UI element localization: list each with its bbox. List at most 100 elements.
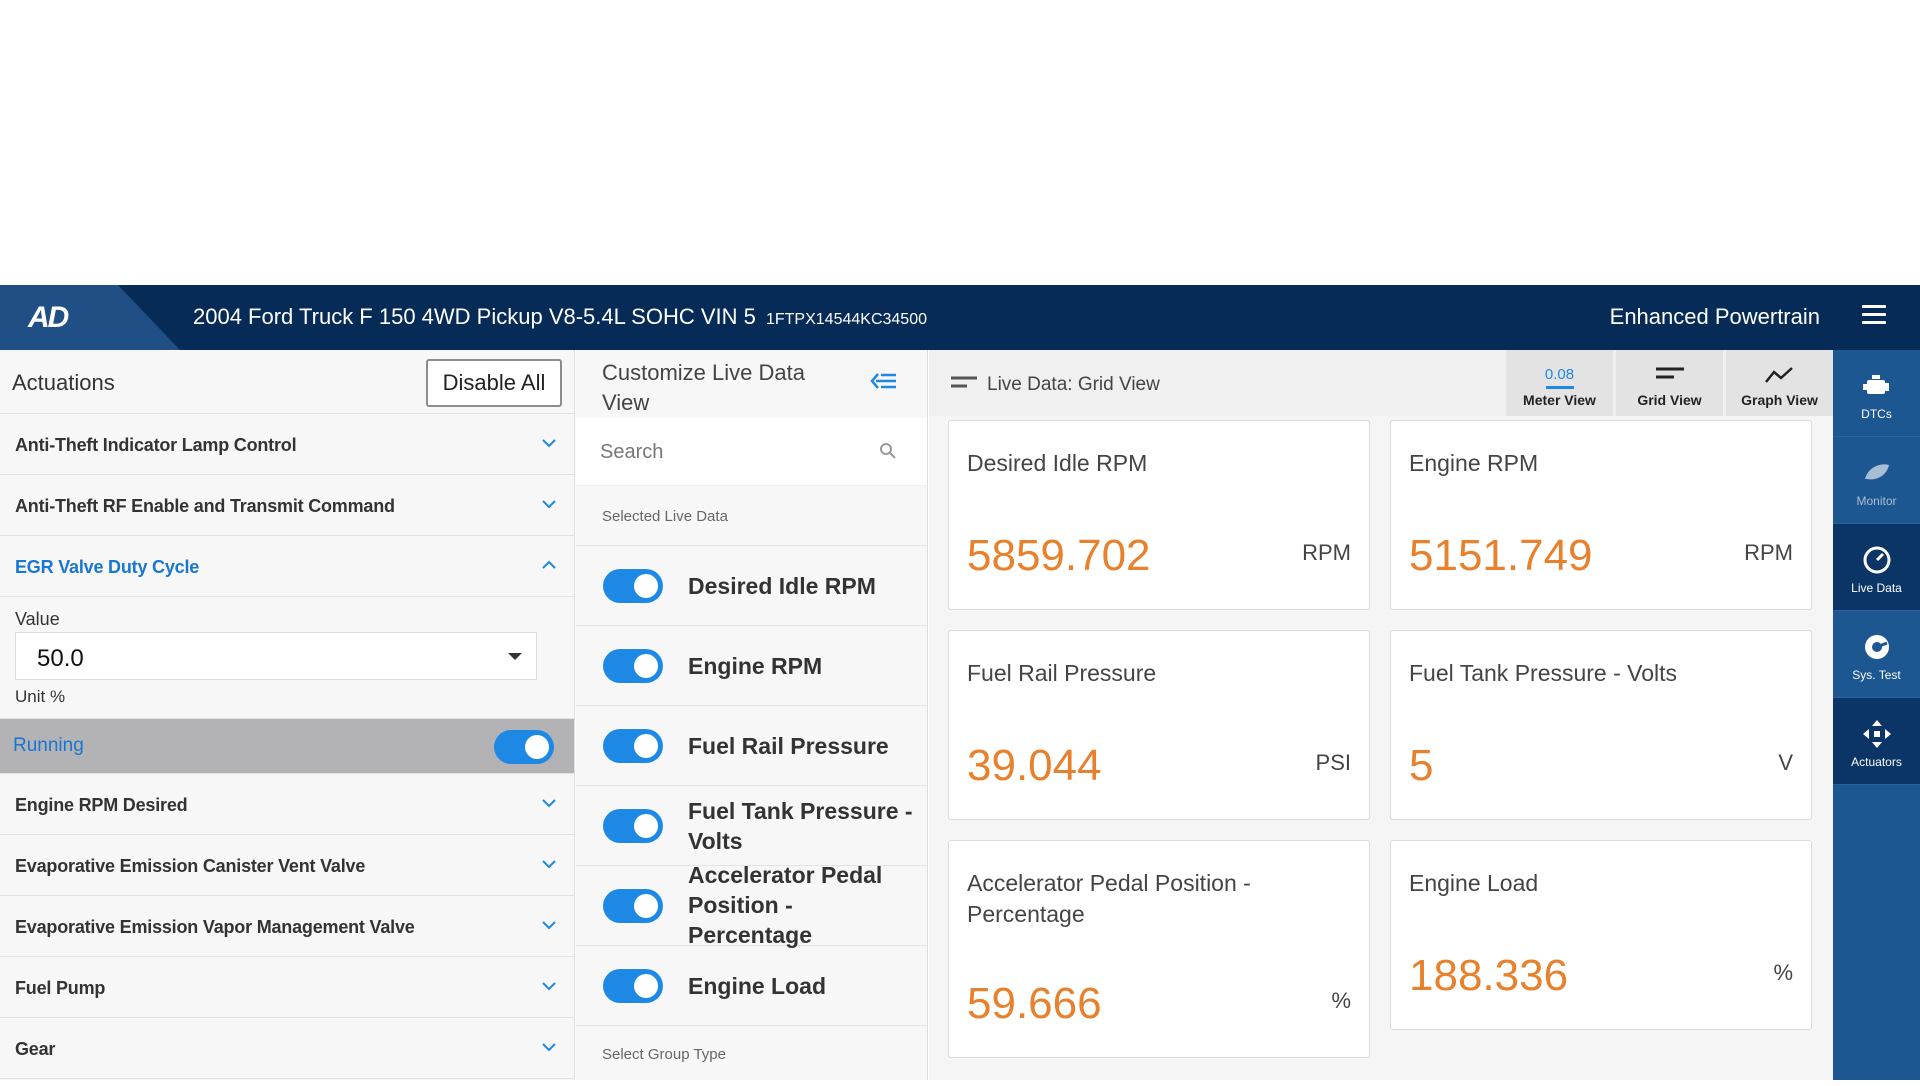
live-data-item: Engine Load	[576, 946, 927, 1026]
vehicle-name: 2004 Ford Truck F 150 4WD Pickup V8-5.4L…	[193, 304, 756, 329]
live-data-toggle[interactable]	[603, 569, 663, 603]
card-name: Fuel Rail Pressure	[967, 660, 1157, 686]
card-name: Engine Load	[1409, 870, 1539, 896]
nav-item-actuators[interactable]: Actuators	[1833, 698, 1920, 785]
section-label: Selected Live Data	[602, 508, 728, 525]
tab-label: Graph View	[1741, 392, 1818, 408]
live-data-card: Desired Idle RPM 5859.702 RPM	[948, 420, 1370, 610]
actuation-item[interactable]: Evaporative Emission Canister Vent Valve	[0, 835, 574, 896]
live-data-label: Accelerator Pedal Position - Percentage	[688, 862, 883, 948]
meter-bar-icon	[1546, 386, 1574, 389]
tab-graph-view[interactable]: Graph View	[1726, 350, 1833, 416]
tab-label: Meter View	[1523, 392, 1596, 408]
card-value: 188.336	[1409, 951, 1569, 1000]
move-arrows-icon	[1863, 720, 1891, 748]
tab-meter-view[interactable]: 0.08 Meter View	[1506, 350, 1613, 416]
live-data-card: Fuel Rail Pressure 39.044 PSI	[948, 630, 1370, 820]
nav-label: Sys. Test	[1852, 668, 1901, 682]
actuation-item[interactable]: Fuel Pump	[0, 957, 574, 1018]
top-blank-area	[0, 0, 1920, 285]
nav-label: DTCs	[1861, 407, 1892, 421]
app-logo[interactable]: AD	[28, 301, 69, 334]
vehicle-vin: 1FTPX14544KC34500	[765, 311, 927, 328]
live-data-title: Live Data: Grid View	[987, 374, 1160, 395]
live-data-item: Fuel Rail Pressure	[576, 706, 927, 786]
running-toggle[interactable]	[494, 730, 554, 764]
actuation-item-egr-valve[interactable]: EGR Valve Duty Cycle	[0, 536, 574, 597]
card-name: Fuel Tank Pressure - Volts	[1409, 660, 1678, 686]
live-data-toggle[interactable]	[603, 729, 663, 763]
nav-item-dtcs[interactable]: DTCs	[1833, 350, 1920, 437]
card-value: 5	[1409, 741, 1434, 790]
actuations-title: Actuations	[12, 370, 115, 395]
card-unit: RPM	[1744, 540, 1793, 565]
card-value: 5859.702	[967, 531, 1151, 580]
actuation-label: EGR Valve Duty Cycle	[15, 557, 200, 577]
actuation-item[interactable]: Anti-Theft RF Enable and Transmit Comman…	[0, 475, 574, 536]
search-icon[interactable]	[879, 442, 897, 460]
card-value: 5151.749	[1409, 531, 1593, 580]
live-data-header: Live Data: Grid View 0.08 Meter View Gri…	[929, 350, 1833, 416]
actuation-label: Engine RPM Desired	[15, 795, 188, 815]
live-data-card: Fuel Tank Pressure - Volts 5 V	[1390, 630, 1812, 820]
nav-item-monitor[interactable]: Monitor	[1833, 437, 1920, 524]
actuations-header: Actuations Disable All	[0, 350, 574, 414]
chevron-down-icon	[542, 799, 556, 808]
live-data-label: Engine Load	[688, 973, 826, 999]
gauge-icon	[1863, 546, 1891, 574]
app-root: AD 2004 Ford Truck F 150 4WD Pickup V8-5…	[0, 285, 1920, 1080]
nav-item-live-data[interactable]: Live Data	[1833, 524, 1920, 611]
customize-title: Customize Live Data View	[602, 360, 805, 415]
toggle-knob	[634, 654, 658, 678]
leaf-icon	[1865, 464, 1889, 480]
live-data-item: Accelerator Pedal Position - Percentage	[576, 862, 927, 948]
disable-all-button[interactable]: Disable All	[426, 359, 562, 407]
live-data-card: Engine RPM 5151.749 RPM	[1390, 420, 1812, 610]
customize-header: Customize Live Data View	[576, 350, 927, 418]
card-unit: V	[1778, 750, 1793, 775]
value-select[interactable]: 50.0	[15, 632, 537, 680]
value-select-current: 50.0	[37, 645, 84, 672]
nav-label: Live Data	[1851, 581, 1902, 595]
live-data-label: Engine RPM	[688, 653, 823, 679]
chevron-up-icon	[542, 560, 556, 569]
live-data-toggle[interactable]	[603, 969, 663, 1003]
actuation-item[interactable]: Anti-Theft Indicator Lamp Control	[0, 414, 574, 475]
actuation-item[interactable]: Gear	[0, 1018, 574, 1079]
view-tabs: 0.08 Meter View Grid View Graph View	[1503, 350, 1833, 416]
actuation-label: Gear	[15, 1039, 56, 1059]
chevron-down-icon	[542, 982, 556, 991]
tab-label: Grid View	[1637, 392, 1702, 408]
card-name: Desired Idle RPM	[967, 450, 1148, 476]
unit-label: Unit %	[15, 687, 66, 706]
module-name: Enhanced Powertrain	[1609, 304, 1820, 329]
actuation-item[interactable]: Evaporative Emission Vapor Management Va…	[0, 896, 574, 957]
actuation-label: Anti-Theft RF Enable and Transmit Comman…	[15, 496, 395, 516]
search-bar	[576, 418, 927, 486]
live-data-label: Fuel Tank Pressure - Volts	[688, 798, 913, 854]
search-input[interactable]	[592, 432, 862, 472]
engine-icon	[1863, 375, 1889, 394]
live-data-card: Engine Load 188.336 %	[1390, 840, 1812, 1030]
nav-item-sys-test[interactable]: Sys. Test	[1833, 611, 1920, 698]
collapse-panel-icon[interactable]	[869, 370, 897, 392]
logo-block	[0, 285, 180, 350]
right-nav: DTCs Monitor Live Data Sys. Test Actuato…	[1833, 350, 1920, 1080]
actuation-label: Evaporative Emission Vapor Management Va…	[15, 917, 415, 937]
chevron-down-icon	[542, 500, 556, 509]
app-header: AD 2004 Ford Truck F 150 4WD Pickup V8-5…	[0, 285, 1920, 350]
actuation-item[interactable]: Engine RPM Desired	[0, 774, 574, 835]
live-data-toggle[interactable]	[603, 649, 663, 683]
live-data-toggle[interactable]	[603, 889, 663, 923]
card-value: 59.666	[967, 979, 1102, 1028]
speedometer-icon	[1865, 635, 1889, 659]
toggle-knob	[634, 814, 658, 838]
chevron-down-icon	[542, 439, 556, 448]
card-unit: %	[1331, 988, 1351, 1013]
live-data-toggle[interactable]	[603, 809, 663, 843]
customize-panel: Customize Live Data View Selected Live D…	[576, 350, 928, 1080]
tab-grid-view[interactable]: Grid View	[1616, 350, 1723, 416]
live-data-card: Accelerator Pedal Position - Percentage …	[948, 840, 1370, 1058]
lines-icon	[951, 376, 977, 388]
hamburger-menu-icon[interactable]	[1862, 305, 1886, 325]
